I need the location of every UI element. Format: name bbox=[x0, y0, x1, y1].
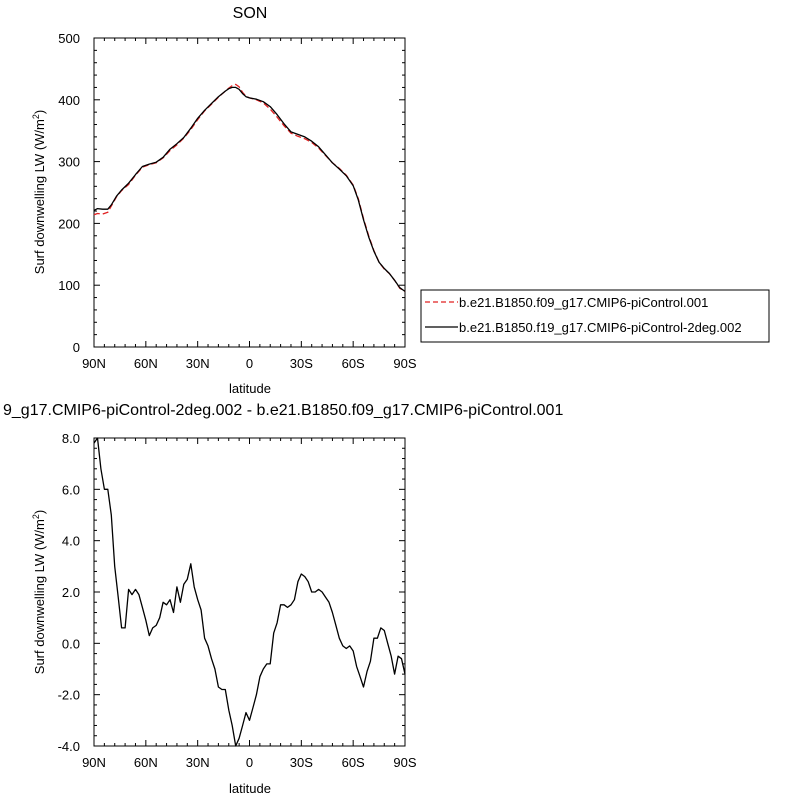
bottom-x-tick-label: 30S bbox=[290, 755, 313, 770]
bottom-x-tick-label: 0 bbox=[246, 755, 253, 770]
bottom-y-label-main: Surf downwelling LW (W/m bbox=[32, 519, 47, 674]
legend-label-series-1: b.e21.B1850.f09_g17.CMIP6-piControl.001 bbox=[459, 295, 708, 310]
bottom-x-tick-label: 30N bbox=[186, 755, 210, 770]
bottom-y-tick-label: 6.0 bbox=[62, 482, 80, 497]
top-x-tick-label: 0 bbox=[246, 356, 253, 371]
top-series-line-2 bbox=[93, 86, 406, 292]
top-y-tick-label: 300 bbox=[58, 155, 80, 170]
top-series-line-1 bbox=[93, 83, 406, 292]
top-chart-title: SON bbox=[233, 5, 268, 22]
top-panel: SON 90N 60N 30N 0 30S 60S 90S0100200300400500 … bbox=[31, 5, 770, 396]
bottom-y-tick-label: 4.0 bbox=[62, 534, 80, 549]
bottom-x-tick-label: 90S bbox=[393, 755, 416, 770]
bottom-y-tick-label: -4.0 bbox=[58, 739, 80, 754]
top-plot-frame bbox=[93, 37, 406, 348]
top-x-axis-label: latitude bbox=[229, 381, 271, 396]
bottom-y-tick-label: 8.0 bbox=[62, 431, 80, 446]
top-axis-ticks: 90N 60N 30N 0 30S 60S 90S 0 100 200 300 400 500 bbox=[58, 31, 417, 371]
legend-label-series-2: b.e21.B1850.f19_g17.CMIP6-piControl-2deg… bbox=[459, 320, 742, 335]
legend-box bbox=[420, 289, 770, 343]
top-y-label-sup: 2 bbox=[31, 114, 41, 119]
top-series-lines bbox=[93, 83, 406, 292]
top-y-tick-label: 500 bbox=[58, 31, 80, 46]
bottom-axis-ticks: 90N 60N 30N 0 30S 60S 90S -4.0 -2.0 0.0 2.0 4.0 6.0 8… bbox=[58, 431, 417, 770]
top-x-tick-label: 30S bbox=[290, 356, 313, 371]
top-x-tick-label: 90S bbox=[393, 356, 416, 371]
bottom-chart-title: 9_g17.CMIP6-piControl-2deg.002 - b.e21.B… bbox=[3, 402, 563, 419]
bottom-y-axis-label: Surf downwelling LW (W/m2) bbox=[31, 510, 47, 674]
top-y-tick-label: 0 bbox=[73, 340, 80, 355]
bottom-x-tick-label: 60N bbox=[134, 755, 158, 770]
top-y-tick-label: 200 bbox=[58, 216, 80, 231]
bottom-plot-frame bbox=[93, 437, 406, 747]
bottom-x-tick-label: 90N bbox=[82, 755, 106, 770]
bottom-y-tick-label: 0.0 bbox=[62, 636, 80, 651]
top-x-tick-label: 60S bbox=[342, 356, 365, 371]
bottom-y-label-close: ) bbox=[32, 510, 47, 514]
top-y-axis-label: Surf downwelling LW (W/m2) bbox=[31, 110, 47, 274]
bottom-y-label-sup: 2 bbox=[31, 514, 41, 519]
top-x-tick-label: 30N bbox=[186, 356, 210, 371]
top-y-tick-label: 400 bbox=[58, 93, 80, 108]
top-x-tick-label: 90N bbox=[82, 356, 106, 371]
legend: b.e21.B1850.f09_g17.CMIP6-piControl.001 … bbox=[420, 289, 770, 343]
top-x-tick-label: 60N bbox=[134, 356, 158, 371]
top-y-label-close: ) bbox=[32, 110, 47, 114]
bottom-series-lines bbox=[93, 437, 406, 747]
bottom-y-tick-label: -2.0 bbox=[58, 688, 80, 703]
top-y-label-main: Surf downwelling LW (W/m bbox=[32, 119, 47, 274]
bottom-y-tick-label: 2.0 bbox=[62, 585, 80, 600]
bottom-series-line-1 bbox=[93, 437, 406, 747]
bottom-x-axis-label: latitude bbox=[229, 781, 271, 796]
bottom-x-tick-label: 60S bbox=[342, 755, 365, 770]
top-y-tick-label: 100 bbox=[58, 278, 80, 293]
bottom-panel: 9_g17.CMIP6-piControl-2deg.002 - b.e21.B… bbox=[3, 402, 563, 796]
